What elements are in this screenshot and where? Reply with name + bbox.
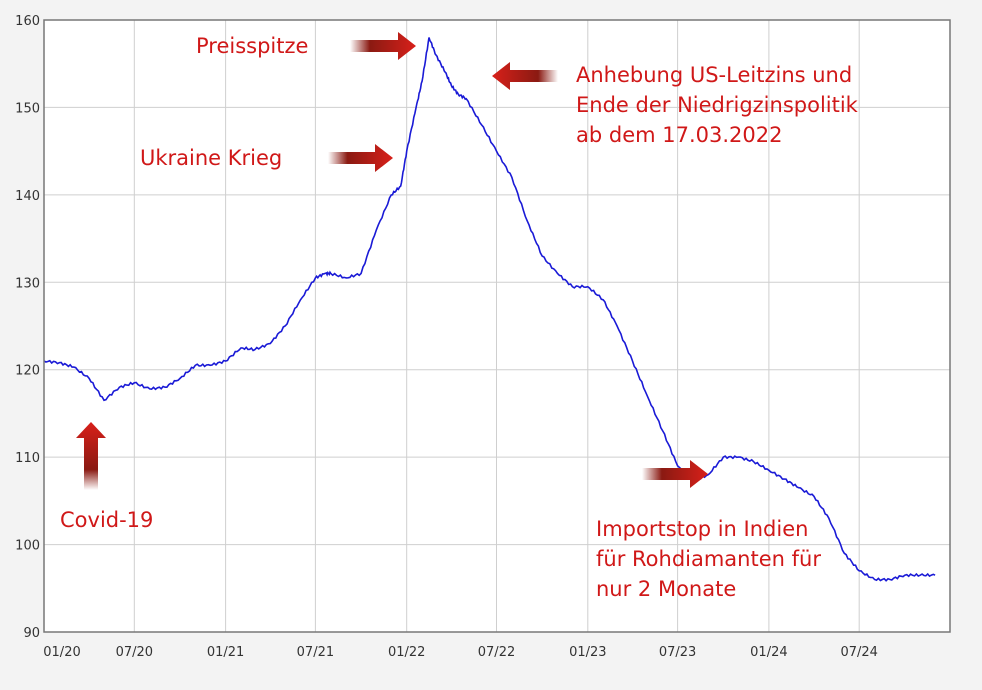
x-tick-label: 07/24 [840, 645, 877, 660]
annotation-covid: Covid-19 [60, 508, 153, 532]
x-tick-label: 01/20 [43, 645, 80, 660]
arrow-up-icon [76, 422, 106, 490]
arrow-right-icon [328, 144, 393, 172]
axis-ticks: 90 100 110 120 130 140 150 160 01/20 07/20 01/21 07… [15, 14, 878, 660]
x-tick-label: 01/23 [569, 645, 606, 660]
y-tick-label: 160 [15, 14, 40, 29]
arrow-right-icon [350, 32, 416, 60]
y-tick-label: 150 [15, 101, 40, 116]
y-tick-label: 110 [15, 451, 40, 466]
annotation-import: Importstop in Indien für Rohdiamanten fü… [596, 517, 828, 601]
arrow-left-icon [492, 62, 558, 90]
annotation-rate: Anhebung US-Leitzins und Ende der Niedri… [576, 63, 865, 147]
y-tick-label: 100 [15, 539, 40, 554]
x-tick-label: 01/22 [388, 645, 425, 660]
grid [44, 20, 950, 632]
y-tick-label: 120 [15, 364, 40, 379]
series-line [43, 37, 936, 582]
y-tick-label: 130 [15, 276, 40, 291]
x-tick-label: 07/20 [116, 645, 153, 660]
y-tick-label: 90 [23, 626, 40, 641]
x-tick-label: 07/23 [659, 645, 696, 660]
annotation-ukraine: Ukraine Krieg [140, 146, 282, 170]
x-tick-label: 01/24 [750, 645, 787, 660]
annotation-spike: Preisspitze [196, 34, 308, 58]
x-tick-label: 07/22 [478, 645, 515, 660]
arrow-right-icon [642, 460, 708, 488]
plot-frame [43, 19, 951, 633]
x-tick-label: 01/21 [207, 645, 244, 660]
x-tick-label: 07/21 [297, 645, 334, 660]
y-tick-label: 140 [15, 189, 40, 204]
